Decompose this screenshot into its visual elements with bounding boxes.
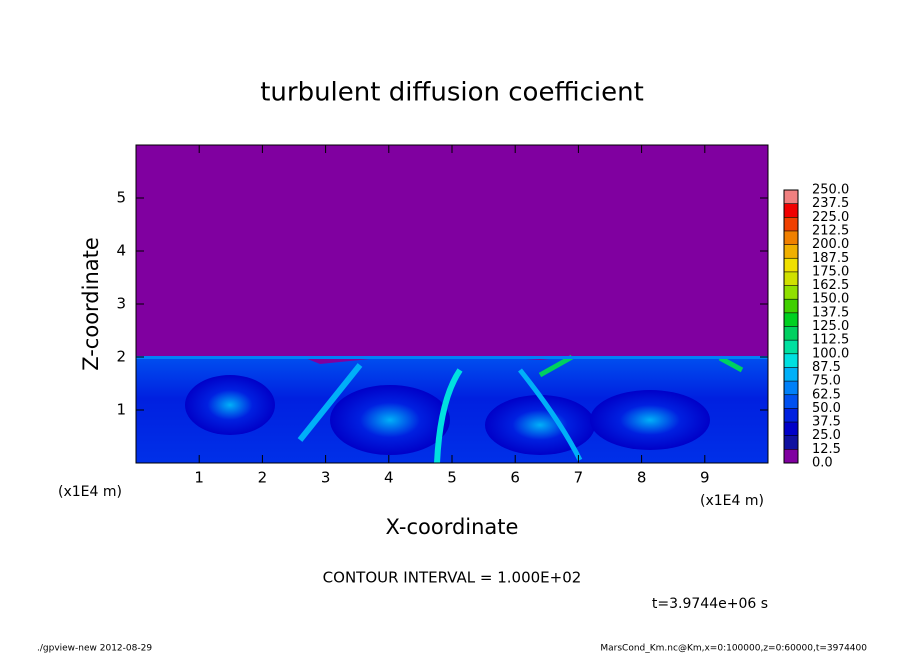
colorbar-label: 250.0 (812, 183, 849, 198)
colorbar-swatch (784, 258, 798, 272)
x-axis-label: X-coordinate (386, 515, 519, 539)
colorbar-label: 75.0 (812, 374, 841, 389)
chart-title: turbulent diffusion coefficient (260, 78, 644, 108)
y-tick-label: 3 (116, 295, 126, 313)
x-tick-label: 9 (700, 469, 710, 487)
colorbar-label: 162.5 (812, 278, 849, 293)
x-unit: (x1E4 m) (700, 493, 764, 509)
y-axis-label: Z-coordinate (79, 237, 103, 371)
x-tick-label: 2 (258, 469, 268, 487)
colorbar-swatch (784, 408, 798, 423)
colorbar-swatch (784, 435, 798, 450)
colorbar-label: 225.0 (812, 210, 849, 225)
colorbar-swatch (784, 285, 798, 300)
colorbar-swatch (784, 312, 798, 327)
colorbar-swatch (784, 299, 798, 313)
colorbar-label: 12.5 (812, 442, 841, 457)
colorbar-label: 112.5 (812, 333, 849, 348)
colorbar-label: 37.5 (812, 415, 841, 430)
colorbar-swatch (784, 190, 798, 204)
x-tick-label: 8 (637, 469, 647, 487)
colorbar-swatch (784, 217, 798, 231)
colorbar-label: 100.0 (812, 346, 849, 361)
y-tick-label: 2 (116, 348, 126, 366)
colorbar-swatch (784, 449, 798, 463)
colorbar-label: 237.5 (812, 196, 849, 211)
colorbar-label: 125.0 (812, 319, 849, 334)
colorbar-swatch (784, 326, 798, 341)
field (136, 145, 768, 463)
colorbar-swatch (784, 381, 798, 395)
colorbar-label: 50.0 (812, 401, 841, 416)
colorbar-label: 187.5 (812, 251, 849, 266)
colorbar-label: 200.0 (812, 237, 849, 252)
colorbar-swatch (784, 244, 798, 259)
colorbar-label: 175.0 (812, 264, 849, 279)
colorbar-swatch (784, 271, 798, 286)
colorbar-swatch (784, 230, 798, 245)
colorbar-swatch (784, 367, 798, 382)
colorbar-label: 0.0 (812, 456, 833, 471)
colorbar-swatch (784, 422, 798, 436)
x-tick-label: 1 (194, 469, 204, 487)
colorbar-label: 212.5 (812, 223, 849, 238)
y-tick-label: 1 (116, 401, 126, 419)
colorbar-label: 25.0 (812, 428, 841, 443)
x-tick-label: 4 (384, 469, 394, 487)
time-label: t=3.9744e+06 s (652, 596, 768, 612)
colorbar-label: 87.5 (812, 360, 841, 375)
y-unit: (x1E4 m) (58, 484, 122, 500)
x-tick-label: 7 (574, 469, 584, 487)
colorbar-swatch (784, 340, 798, 354)
colorbar-swatch (784, 353, 798, 368)
contour-interval: CONTOUR INTERVAL = 1.000E+02 (323, 569, 582, 587)
colorbar-swatch (784, 394, 798, 409)
x-tick-label: 3 (321, 469, 331, 487)
colorbar-label: 137.5 (812, 305, 849, 320)
colorbar-label: 150.0 (812, 292, 849, 307)
footer-left: ./gpview-new 2012-08-29 (37, 644, 152, 654)
footer-right: MarsCond_Km.nc@Km,x=0:100000,z=0:60000,t… (600, 644, 867, 654)
y-tick-label: 4 (116, 242, 126, 260)
colorbar-swatch (784, 203, 798, 218)
x-tick-label: 5 (447, 469, 457, 487)
colorbar-label: 62.5 (812, 387, 841, 402)
x-tick-label: 6 (510, 469, 520, 487)
y-tick-label: 5 (116, 189, 126, 207)
